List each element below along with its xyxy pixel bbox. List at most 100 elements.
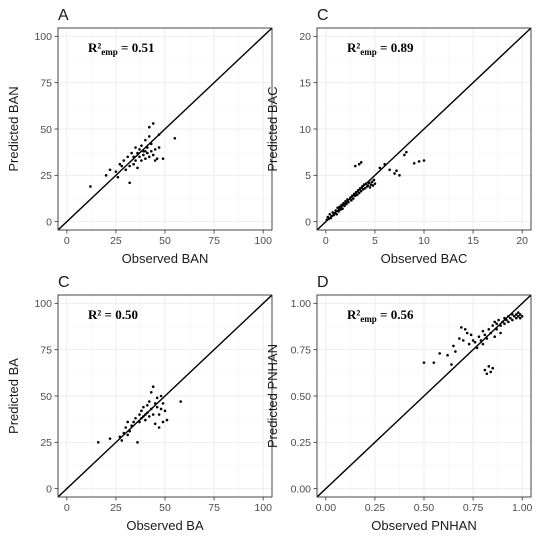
data-point bbox=[151, 385, 155, 389]
data-point bbox=[491, 366, 495, 370]
data-point bbox=[128, 429, 131, 433]
data-point bbox=[136, 441, 139, 444]
x-tick-label: 0.25 bbox=[365, 502, 386, 514]
data-point bbox=[126, 155, 129, 159]
data-point bbox=[467, 342, 471, 346]
x-axis-title: Observed BAC bbox=[381, 251, 468, 266]
data-point bbox=[346, 198, 349, 201]
data-point bbox=[146, 146, 149, 149]
x-tick-label: 0.75 bbox=[463, 502, 484, 514]
r2-subscript: emp bbox=[101, 47, 118, 57]
y-tick-label: 75 bbox=[40, 344, 52, 356]
data-point bbox=[147, 125, 151, 129]
data-point bbox=[505, 318, 508, 322]
data-point bbox=[104, 174, 108, 177]
data-point bbox=[487, 365, 491, 368]
data-point bbox=[454, 350, 457, 353]
data-point bbox=[116, 175, 120, 179]
x-tick-label: 25 bbox=[110, 235, 122, 247]
x-tick-label: 100 bbox=[254, 502, 272, 514]
data-point bbox=[405, 150, 408, 154]
x-tick-label: 75 bbox=[208, 502, 220, 514]
data-point bbox=[473, 340, 477, 344]
data-point bbox=[336, 206, 339, 210]
data-point bbox=[153, 159, 157, 162]
data-point bbox=[516, 311, 520, 314]
data-point bbox=[118, 162, 122, 166]
r2-value: = 0.51 bbox=[118, 40, 155, 55]
data-point bbox=[493, 335, 496, 339]
data-point bbox=[422, 159, 426, 162]
data-point bbox=[475, 346, 479, 350]
data-point bbox=[347, 200, 350, 204]
data-point bbox=[507, 315, 510, 318]
data-point bbox=[493, 320, 496, 324]
data-point bbox=[343, 204, 346, 208]
data-point bbox=[501, 320, 504, 324]
y-tick-label: 20 bbox=[299, 31, 311, 43]
data-point bbox=[458, 337, 461, 340]
data-point bbox=[134, 416, 137, 420]
y-tick-label: 15 bbox=[299, 77, 311, 89]
data-point bbox=[144, 413, 147, 416]
data-point bbox=[132, 162, 135, 166]
data-point bbox=[509, 316, 512, 320]
data-point bbox=[142, 153, 145, 157]
data-point bbox=[352, 197, 355, 200]
data-point bbox=[469, 333, 473, 337]
data-point bbox=[96, 441, 100, 444]
data-point bbox=[518, 313, 522, 316]
data-point bbox=[140, 416, 143, 420]
data-point bbox=[142, 405, 145, 409]
data-point bbox=[138, 420, 141, 424]
data-point bbox=[358, 187, 362, 190]
data-point bbox=[153, 148, 157, 151]
data-point bbox=[452, 344, 455, 348]
data-point bbox=[357, 162, 361, 166]
data-point bbox=[161, 402, 165, 405]
r2-annotation: R²emp = 0.51 bbox=[88, 40, 154, 57]
data-point bbox=[495, 322, 498, 326]
chart-panel-4: 0.00 0.25 0.50 0.75 1.00 0.00 0.25 0.50 0.75 1.00… bbox=[265, 274, 533, 533]
panel-letter: C bbox=[317, 7, 329, 24]
data-point bbox=[339, 208, 342, 211]
identity-line bbox=[317, 295, 531, 497]
data-point bbox=[140, 144, 143, 147]
data-point bbox=[511, 318, 514, 322]
data-point bbox=[128, 164, 131, 168]
y-tick-label: 0 bbox=[46, 483, 52, 495]
data-point bbox=[124, 168, 128, 172]
x-tick-label: 0.50 bbox=[414, 502, 435, 514]
data-point bbox=[520, 315, 524, 318]
data-point bbox=[342, 201, 345, 205]
data-point bbox=[120, 164, 124, 168]
data-point bbox=[373, 182, 377, 185]
r2-annotation: R²emp = 0.56 bbox=[347, 307, 414, 324]
data-point bbox=[114, 170, 118, 173]
data-point bbox=[149, 407, 153, 411]
data-point bbox=[446, 353, 449, 357]
data-point bbox=[157, 146, 161, 149]
y-tick-label: 50 bbox=[40, 391, 52, 403]
data-point bbox=[136, 151, 139, 155]
data-point bbox=[151, 413, 155, 416]
y-tick-label: 0.00 bbox=[291, 483, 312, 495]
data-point bbox=[432, 361, 436, 364]
data-point bbox=[144, 138, 147, 142]
data-point bbox=[155, 405, 159, 409]
r2-subscript: emp bbox=[360, 314, 377, 324]
data-point bbox=[353, 194, 357, 198]
data-point bbox=[388, 168, 391, 172]
x-tick-label: 1.00 bbox=[512, 502, 533, 514]
data-point bbox=[366, 184, 370, 187]
data-point bbox=[398, 174, 401, 177]
data-point bbox=[368, 186, 372, 189]
data-point bbox=[140, 409, 143, 413]
r2-value: = 0.89 bbox=[377, 40, 414, 55]
y-tick-label: 0.25 bbox=[291, 437, 312, 449]
r2-symbol: R² bbox=[88, 40, 101, 55]
data-point bbox=[130, 151, 133, 155]
y-tick-label: 0 bbox=[46, 216, 52, 228]
data-point bbox=[360, 185, 364, 188]
x-tick-label: 0.00 bbox=[316, 502, 337, 514]
